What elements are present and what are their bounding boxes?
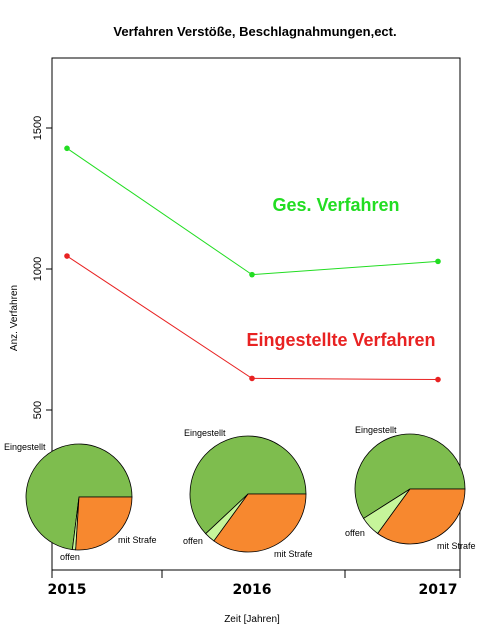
y-tick-label: 500 [32,401,44,419]
x-tick-label: 2016 [233,582,272,598]
pie-slice-label: Eingestellt [355,425,397,435]
pie-slice [377,488,466,545]
series-annotation: Eingestellte Verfahren [246,330,435,350]
pie-slice-label: offen [60,552,80,562]
x-axis-label: Zeit [Jahren] [224,614,280,625]
pie-slice [75,496,133,551]
y-tick-label: 1000 [32,257,44,281]
pie-slice [189,435,307,535]
pie-slice-label: Eingestellt [184,428,226,438]
x-tick-label: 2015 [48,582,87,598]
pie-slice-label: mit Strafe [437,541,476,551]
data-point [249,271,255,278]
y-axis: 500 1000 1500 [32,116,52,419]
y-tick-label: 1500 [32,116,44,140]
chart-title: Verfahren Verstöße, Beschlagnahmungen,ec… [113,24,396,39]
data-point [435,376,441,383]
pie-chart: Eingestellt offen mit Strafe [345,425,476,551]
data-point [435,258,441,265]
pie-slice-label: Eingestellt [4,442,46,452]
x-tick-label: 2017 [419,582,458,598]
pie-chart: Eingestellt offen mit Strafe [4,442,157,562]
annotation-layer: Ges. Verfahren Eingestellte Verfahren [246,195,435,350]
series-annotation: Ges. Verfahren [272,195,399,215]
pie-slice-label: mit Strafe [118,535,157,545]
x-axis: 2015 2016 2017 [48,570,461,598]
pie-slice-label: offen [183,536,203,546]
pie-slice-label: offen [345,528,365,538]
y-axis-label: Anz. Verfahren [9,285,20,351]
plot-frame [51,57,461,571]
pie-slice-label: mit Strafe [274,549,313,559]
data-point [64,253,70,259]
pie-chart: Eingestellt offen mit Strafe [183,428,313,559]
series-layer [64,145,441,383]
pie-slice [213,493,307,553]
data-point [64,145,70,152]
pie-layer: Eingestellt offen mit Strafe Eingestellt off… [4,425,476,562]
data-point [249,375,255,382]
pie-slice [354,433,466,520]
